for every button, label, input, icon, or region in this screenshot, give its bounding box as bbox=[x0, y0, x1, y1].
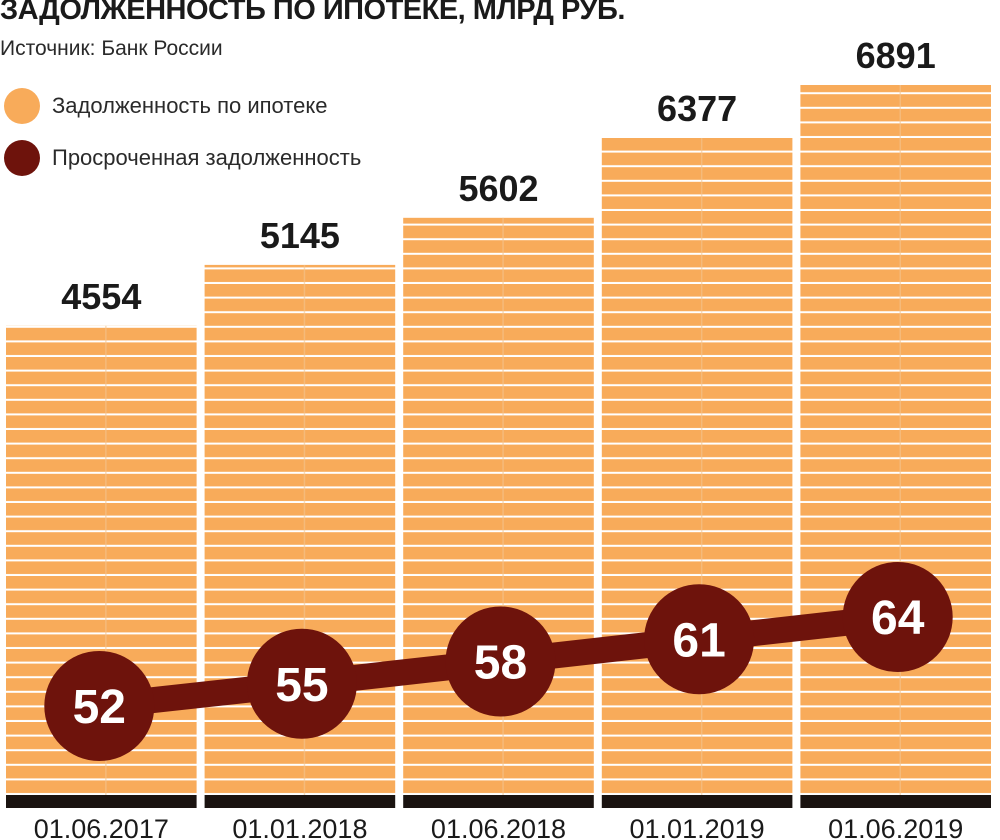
chart-title: ЗАДОЛЖЕННОСТЬ ПО ИПОТЕКЕ, МЛРД РУБ. bbox=[0, 0, 625, 26]
legend-label-mortgage-debt: Задолженность по ипотеке bbox=[52, 93, 328, 118]
overdue-point-4 bbox=[644, 584, 755, 695]
legend-item-mortgage-debt: Задолженность по ипотеке bbox=[4, 87, 327, 125]
bar-value-label-2: 5145 bbox=[260, 215, 340, 256]
overdue-value-label-1: 52 bbox=[73, 681, 126, 734]
overdue-value-label-3: 58 bbox=[474, 637, 527, 690]
overdue-value-label-5: 64 bbox=[871, 592, 925, 645]
bar-value-label-4: 6377 bbox=[657, 88, 737, 129]
overdue-value-label-2: 55 bbox=[275, 659, 328, 712]
bar-divider-1 bbox=[105, 325, 107, 795]
baseline-segment-5 bbox=[800, 795, 991, 808]
bar-divider-5 bbox=[899, 85, 902, 795]
legend-swatch-mortgage-debt bbox=[4, 88, 40, 124]
bar-value-label-1: 4554 bbox=[61, 276, 141, 317]
legend-item-overdue-debt: Просроченная задолженность bbox=[4, 139, 361, 177]
overdue-point-5 bbox=[842, 562, 953, 672]
overdue-value-label-4: 61 bbox=[672, 614, 725, 667]
baseline-segment-3 bbox=[403, 795, 594, 808]
overdue-point-3 bbox=[445, 606, 556, 717]
bar-value-label-3: 5602 bbox=[458, 168, 538, 209]
bar-divider-2 bbox=[303, 264, 306, 795]
overdue-point-1 bbox=[44, 651, 155, 761]
bar-divider-3 bbox=[502, 217, 504, 796]
overdue-point-2 bbox=[246, 628, 357, 739]
baseline-segment-4 bbox=[601, 795, 793, 808]
baseline-segment-1 bbox=[6, 795, 197, 808]
bar-divider-4 bbox=[700, 137, 703, 796]
source-note: Источник: Банк России bbox=[0, 37, 223, 60]
bar-5 bbox=[800, 85, 991, 795]
baseline-segment-2 bbox=[204, 795, 396, 808]
x-tick-label-2: 01.01.2018 bbox=[232, 814, 367, 840]
legend-swatch-overdue-debt bbox=[4, 140, 40, 176]
bar-value-label-5: 6891 bbox=[856, 35, 936, 76]
x-tick-label-3: 01.06.2018 bbox=[431, 814, 566, 840]
x-tick-label-5: 01.06.2019 bbox=[828, 814, 963, 840]
x-tick-label-4: 01.01.2019 bbox=[630, 814, 765, 840]
x-tick-label-1: 01.06.2017 bbox=[34, 814, 169, 840]
legend-label-overdue-debt: Просроченная задолженность bbox=[52, 145, 362, 170]
bar-4 bbox=[601, 137, 793, 796]
